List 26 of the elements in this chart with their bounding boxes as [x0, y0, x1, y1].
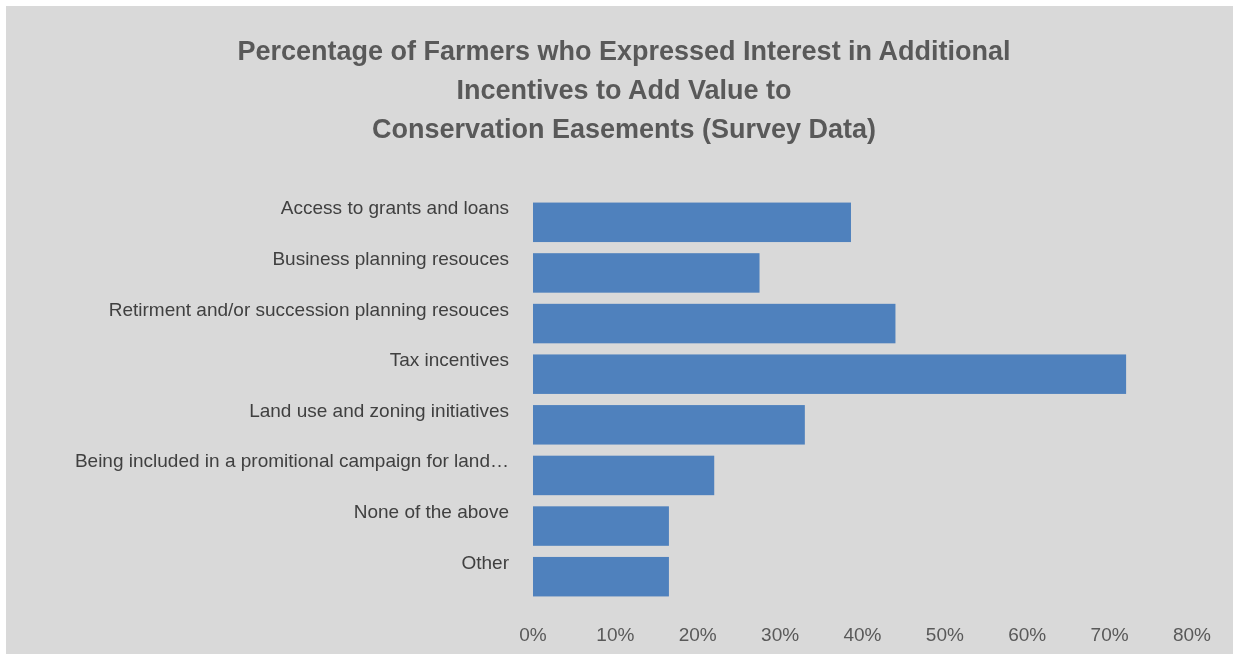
- x-tick-label: 10%: [596, 624, 635, 645]
- bar: [533, 455, 715, 496]
- y-tick-label: Being included in a promitional campaign for land…: [74, 450, 509, 472]
- bar: [533, 202, 851, 243]
- bar: [533, 253, 760, 293]
- bar: [533, 506, 669, 546]
- x-tick-label: 70%: [1090, 624, 1129, 645]
- x-tick-label: 60%: [1008, 624, 1047, 645]
- x-tick-label: 40%: [843, 624, 882, 645]
- x-tick-label: 30%: [761, 624, 800, 645]
- y-tick-label: Access to grants and loans: [280, 197, 509, 219]
- chart-title: Percentage of Farmers who Expressed Interest in Additional Incentives to Add Value to Conservation Easements (Survey Data): [237, 36, 1011, 144]
- y-tick-label: Business planning resouces: [272, 247, 509, 269]
- bar: [533, 405, 805, 445]
- bar: [533, 556, 669, 597]
- bar: [533, 303, 896, 344]
- x-tick-label: 80%: [1172, 624, 1212, 645]
- y-tick-label: Retirment and/or succession planning resouces: [108, 298, 509, 320]
- x-tick-label: 0%: [519, 624, 547, 645]
- y-tick-label: Land use and zoning initiatives: [249, 399, 509, 421]
- x-tick-label: 20%: [678, 624, 717, 645]
- x-tick-label: 50%: [925, 624, 964, 645]
- y-tick-label: Tax incentives: [389, 349, 509, 371]
- y-tick-label: Other: [461, 551, 510, 573]
- bar: [533, 354, 1127, 394]
- y-tick-label: None of the above: [353, 501, 509, 523]
